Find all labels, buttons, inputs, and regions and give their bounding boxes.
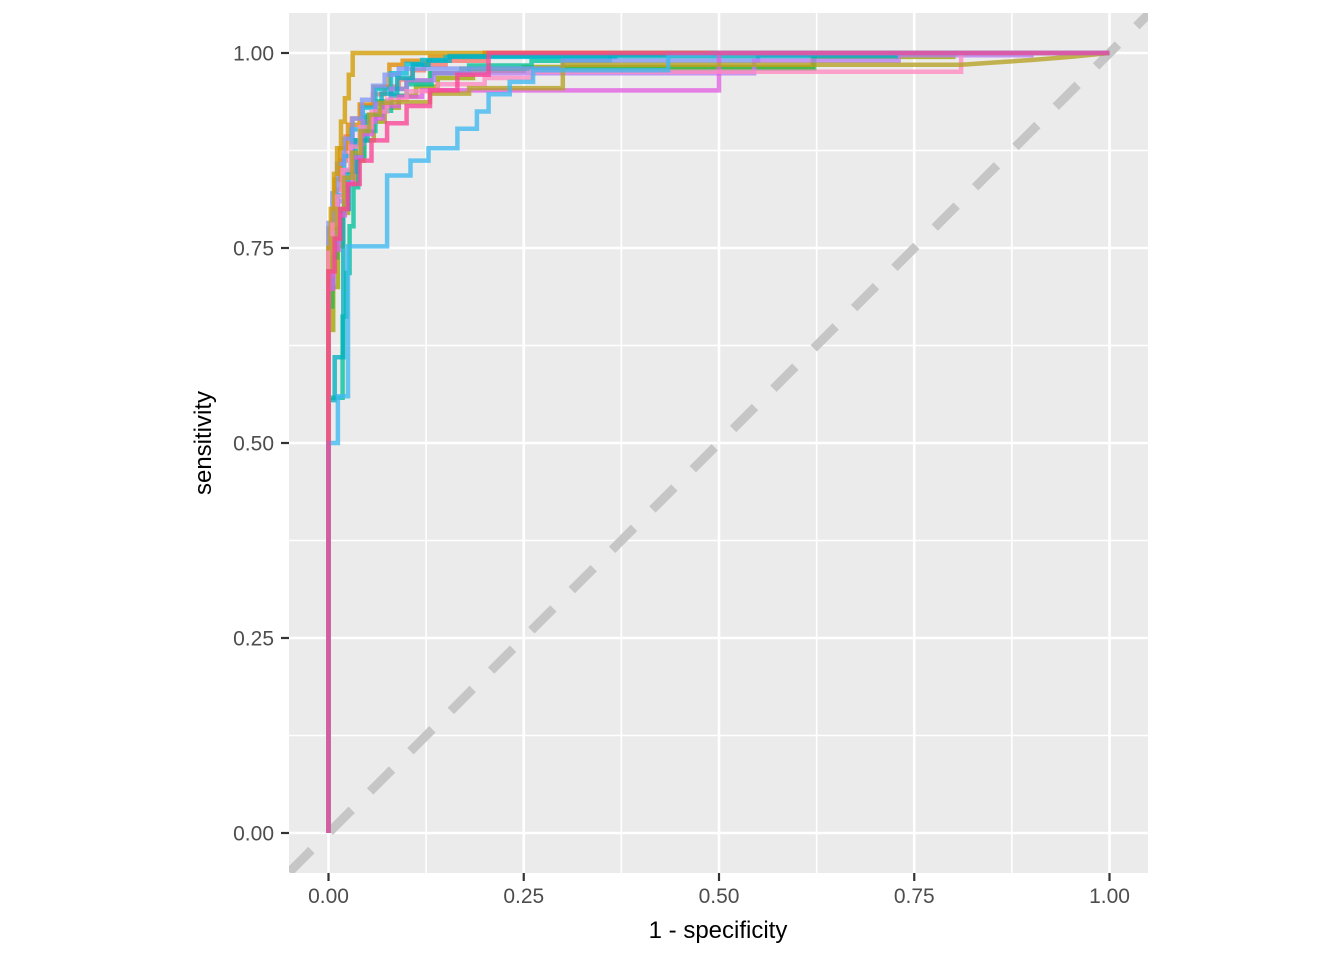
x-tick-label: 0.75 bbox=[894, 885, 935, 908]
x-tick-label: 1.00 bbox=[1089, 885, 1130, 908]
y-tick-label: 0.50 bbox=[233, 433, 274, 456]
y-tick-label: 0.25 bbox=[233, 628, 274, 651]
y-tick-label: 0.75 bbox=[233, 238, 274, 261]
y-tick-label: 0.00 bbox=[233, 823, 274, 846]
axis-tick-marks bbox=[281, 51, 1111, 881]
roc-curve-skyblue bbox=[326, 50, 1110, 833]
roc-curve-deeppink bbox=[326, 50, 1110, 833]
roc-curves bbox=[326, 50, 1110, 833]
roc-curve-khaki bbox=[326, 50, 1110, 833]
x-tick-label: 0.00 bbox=[308, 885, 349, 908]
y-tick-label: 1.00 bbox=[233, 43, 274, 66]
y-axis-title: sensitivity bbox=[190, 391, 217, 495]
x-axis-title: 1 - specificity bbox=[649, 917, 788, 944]
axis-tick-labels: 0.00 0.25 0.50 0.75 1.00 0.00 0.25 0.50 0.75 1.00 bbox=[233, 43, 1130, 909]
x-tick-label: 0.50 bbox=[699, 885, 740, 908]
x-tick-label: 0.25 bbox=[503, 885, 544, 908]
